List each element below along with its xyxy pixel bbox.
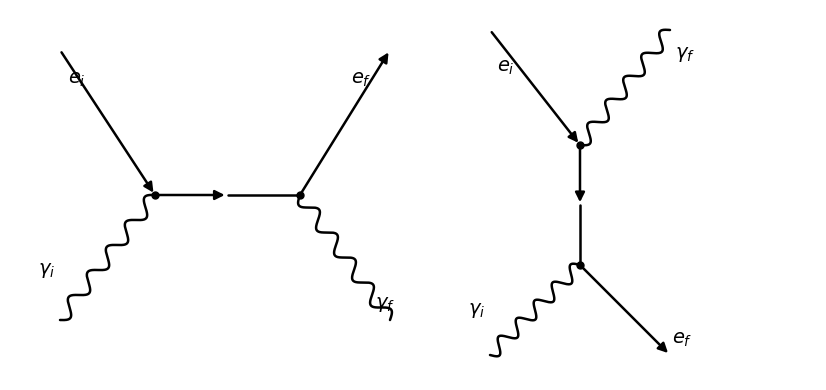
Text: $\gamma_i$: $\gamma_i$ — [38, 261, 55, 280]
Text: $\gamma_f$: $\gamma_f$ — [375, 296, 395, 314]
Text: $e_f$: $e_f$ — [672, 331, 692, 349]
Text: $\gamma_f$: $\gamma_f$ — [675, 46, 695, 64]
Text: $e_i$: $e_i$ — [497, 59, 515, 77]
Text: $\gamma_i$: $\gamma_i$ — [468, 301, 485, 319]
Text: $e_f$: $e_f$ — [352, 71, 372, 89]
Text: $e_i$: $e_i$ — [68, 71, 86, 89]
